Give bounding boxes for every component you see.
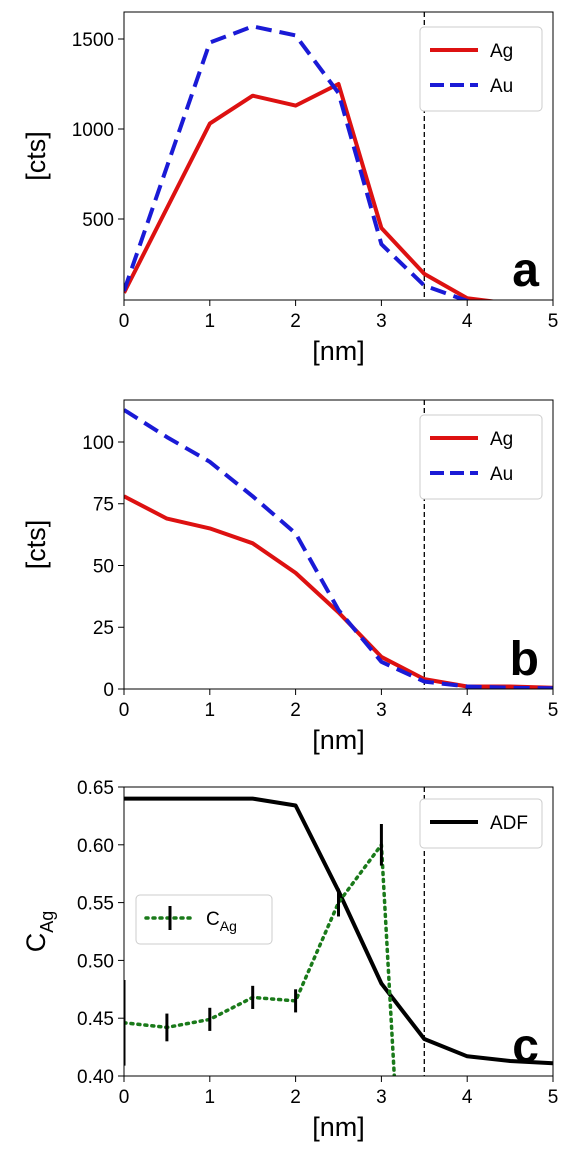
legend-adf: ADF <box>419 798 543 849</box>
y-axis-label-sub: Ag <box>37 911 57 933</box>
series-line-c-ag <box>124 843 397 1076</box>
x-tick-label: 4 <box>462 311 473 332</box>
x-tick-label: 0 <box>119 1087 130 1108</box>
x-tick-label: 0 <box>119 311 130 332</box>
y-axis-label: [cts] <box>21 131 51 181</box>
y-tick-label: 1000 <box>72 120 114 141</box>
x-tick-label: 0 <box>119 700 130 721</box>
x-axis-label: [nm] <box>312 336 365 366</box>
y-tick-label: 0 <box>103 680 114 701</box>
series-line-ag <box>124 82 498 300</box>
legend-frame <box>419 26 543 112</box>
x-tick-label: 2 <box>290 311 301 332</box>
x-axis-label: [nm] <box>312 1112 365 1142</box>
panel-label: b <box>510 633 539 686</box>
x-tick-label: 2 <box>290 1087 301 1108</box>
x-tick-label: 4 <box>462 700 473 721</box>
y-tick-label: 0.40 <box>77 1067 114 1088</box>
x-tick-label: 2 <box>290 700 301 721</box>
plot-area <box>124 24 498 300</box>
x-tick-label: 5 <box>548 311 559 332</box>
legend: Ag Au <box>419 414 543 500</box>
legend-cag: CAg <box>135 894 273 945</box>
y-tick-label: 500 <box>82 210 114 231</box>
legend-label-main: C <box>206 909 220 930</box>
axes-frame <box>123 786 554 1077</box>
legend-frame <box>419 798 543 849</box>
y-tick-label: 25 <box>93 618 114 639</box>
legend-frame <box>419 414 543 500</box>
axes-frame <box>123 11 554 301</box>
y-tick-label: 0.65 <box>77 778 114 799</box>
x-tick-label: 1 <box>205 1087 216 1108</box>
x-tick-label: 3 <box>376 1087 387 1108</box>
legend-label: Au <box>490 76 513 97</box>
y-tick-label: 75 <box>93 495 114 516</box>
legend-frame <box>135 894 273 945</box>
x-tick-label: 5 <box>548 700 559 721</box>
legend-label: Ag <box>490 429 513 450</box>
y-tick-label: 1500 <box>72 30 114 51</box>
y-tick-label: 100 <box>82 433 114 454</box>
y-tick-label: 0.50 <box>77 951 114 972</box>
panel-a: 0 1 2 3 4 5 500 1000 1500 [nm] [cts] a Ag Au <box>21 11 559 366</box>
x-tick-label: 1 <box>205 311 216 332</box>
legend-label: Ag <box>490 41 513 62</box>
legend-label: CAg <box>206 909 237 934</box>
x-tick-label: 3 <box>376 700 387 721</box>
plot-area <box>124 408 553 689</box>
x-tick-label: 1 <box>205 700 216 721</box>
axes-frame <box>123 399 554 690</box>
y-axis-label-main: C <box>21 933 51 953</box>
x-tick-label: 5 <box>548 1087 559 1108</box>
y-tick-label: 0.45 <box>77 1009 114 1030</box>
panel-label: c <box>512 1020 539 1073</box>
y-tick-label: 0.55 <box>77 894 114 915</box>
y-tick-label: 0.60 <box>77 836 114 857</box>
x-tick-label: 4 <box>462 1087 473 1108</box>
panel-label: a <box>512 244 539 297</box>
x-tick-label: 3 <box>376 311 387 332</box>
legend-label: Au <box>490 464 513 485</box>
x-axis-label: [nm] <box>312 725 365 755</box>
y-axis-label: CAg <box>21 911 57 953</box>
y-axis-label: [cts] <box>21 520 51 570</box>
plot-area <box>124 796 553 1076</box>
panel-c: 0 1 2 3 4 50.400.450.500.550.600.65[nm]CAgcAD… <box>21 778 558 1142</box>
legend-label-sub: Ag <box>220 918 237 934</box>
legend: Ag Au <box>419 26 543 112</box>
y-tick-label: 50 <box>93 556 114 577</box>
legend-label: ADF <box>490 813 528 834</box>
series-line-ag <box>124 494 553 689</box>
